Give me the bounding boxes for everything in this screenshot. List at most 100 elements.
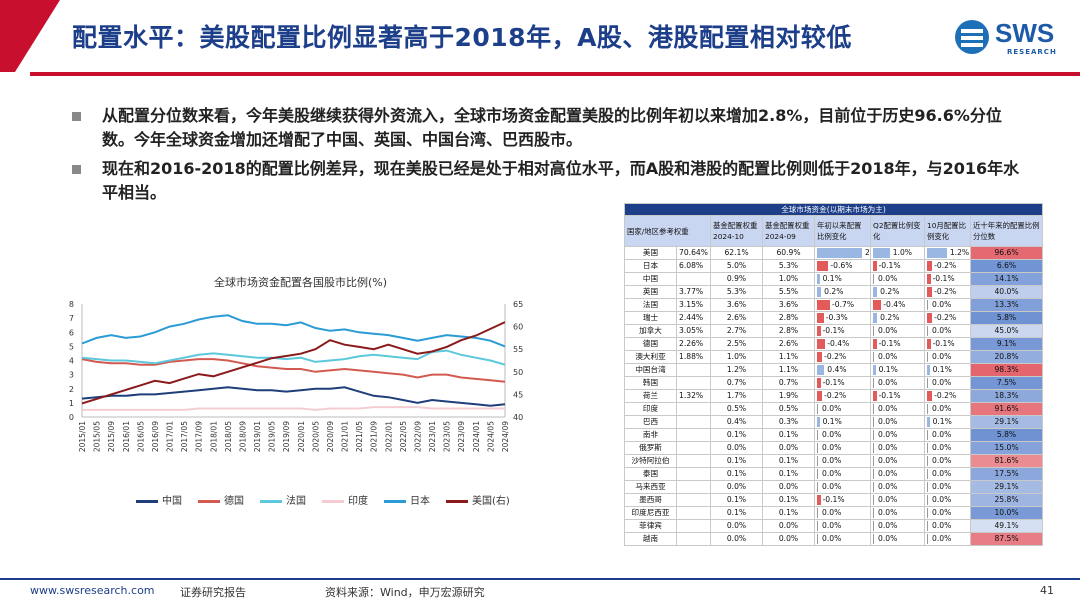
weight-sep-cell: 1.0%: [762, 272, 815, 286]
change-value: 0.1%: [822, 417, 842, 426]
x-tick-label: 2024/01: [472, 421, 481, 452]
ref-weight-cell: [676, 415, 711, 429]
change-bar: [817, 261, 829, 271]
y-left-tick-label: 8: [69, 300, 74, 309]
x-tick-label: 2017/05: [180, 421, 189, 452]
col-header: 近十年来的配置比例分位数: [969, 215, 1044, 247]
weight-oct-cell: 1.2%: [710, 363, 763, 377]
footer-url[interactable]: www.swsresearch.com: [30, 584, 155, 597]
legend-swatch: [136, 499, 158, 503]
change-value: 0.0%: [932, 534, 952, 543]
change-bar: [927, 508, 928, 518]
weight-oct-cell: 0.1%: [710, 506, 763, 520]
change-bar: [927, 456, 928, 466]
change-bar: [817, 339, 826, 349]
header-band: [0, 0, 1080, 78]
table-row: 印度 0.5% 0.5% 0.0% 0.0% 0.0% 91.6%: [624, 402, 1044, 416]
change-value: 0.1%: [878, 365, 898, 374]
percentile-cell: 5.8%: [969, 311, 1044, 325]
change-bar: [927, 378, 928, 388]
percentile-cell: 13.3%: [969, 298, 1044, 312]
x-tick-label: 2023/05: [443, 421, 452, 452]
weight-oct-cell: 2.6%: [710, 311, 763, 325]
col-header: 10月配置比例变化: [924, 215, 971, 247]
table-row: 俄罗斯 0.0% 0.0% 0.0% 0.0% 0.0% 15.0%: [624, 441, 1044, 455]
col-header: 基金配置权重 2024-09: [762, 215, 815, 247]
allocation-table: 全球市场资金(以期末市场为主) 国家/地区参考权重 基金配置权重 2024-10…: [623, 203, 1044, 546]
weight-sep-cell: 1.1%: [762, 363, 815, 377]
change-value: 0.0%: [878, 521, 898, 530]
x-tick-label: 2019/01: [253, 421, 262, 452]
change-value: 0.0%: [932, 352, 952, 361]
change-bar: [927, 287, 933, 297]
change-cell: 0.0%: [924, 467, 971, 481]
weight-sep-cell: 0.5%: [762, 402, 815, 416]
change-value: -0.4%: [883, 300, 906, 309]
change-bar: [927, 300, 928, 310]
table-row: 中国台湾 1.2% 1.1% 0.4% 0.1% 0.1% 98.3%: [624, 363, 1044, 377]
y-right-tick-label: 45: [513, 390, 523, 399]
change-value: 0.0%: [878, 456, 898, 465]
change-bar: [927, 391, 933, 401]
percentile-cell: 91.6%: [969, 402, 1044, 416]
change-value: 1.0%: [892, 248, 912, 257]
change-cell: 0.1%: [924, 363, 971, 377]
change-value: 0.1%: [822, 274, 842, 283]
change-bar: [817, 365, 825, 375]
bullet-text: 现在和2016-2018的配置比例差异，现在美股已经是处于相对高位水平，而A股和…: [102, 159, 1020, 202]
x-tick-label: 2023/01: [428, 421, 437, 452]
legend-item: 法国: [260, 492, 306, 507]
change-cell: -0.1%: [924, 337, 971, 351]
ref-weight-cell: 3.15%: [676, 298, 711, 312]
change-bar: [927, 326, 928, 336]
change-cell: -0.1%: [924, 272, 971, 286]
change-value: 0.0%: [822, 456, 842, 465]
change-cell: 0.0%: [814, 428, 871, 442]
table-row: 越南 0.0% 0.0% 0.0% 0.0% 0.0% 87.5%: [624, 532, 1044, 546]
change-cell: -0.2%: [814, 350, 871, 364]
change-bar: [873, 443, 874, 453]
change-bar: [873, 482, 874, 492]
table-row: 中国 0.9% 1.0% 0.1% 0.0% -0.1% 14.1%: [624, 272, 1044, 286]
change-bar: [817, 326, 821, 336]
ref-weight-cell: 2.26%: [676, 337, 711, 351]
y-left-tick-label: 3: [69, 371, 74, 380]
change-cell: -0.7%: [814, 298, 871, 312]
weight-sep-cell: 3.6%: [762, 298, 815, 312]
page-title: 配置水平：美股配置比例显著高于2018年，A股、港股配置相对较低: [72, 23, 852, 52]
x-tick-label: 2017/09: [195, 421, 204, 452]
change-bar: [817, 391, 823, 401]
percentile-cell: 81.6%: [969, 454, 1044, 468]
legend-label: 日本: [410, 496, 430, 507]
table-row: 南非 0.1% 0.1% 0.0% 0.0% 0.0% 5.8%: [624, 428, 1044, 442]
change-value: 0.0%: [822, 469, 842, 478]
change-cell: 0.0%: [814, 467, 871, 481]
change-bar: [873, 313, 878, 323]
change-cell: 0.0%: [870, 493, 925, 507]
change-value: 0.0%: [932, 456, 952, 465]
weight-sep-cell: 0.7%: [762, 376, 815, 390]
table-row: 德国 2.26% 2.5% 2.6% -0.4% -0.1% -0.1% 9.1%: [624, 337, 1044, 351]
ref-weight-cell: [676, 493, 711, 507]
col-header: 年初以来配置比例变化: [814, 215, 871, 247]
table-row: 日本 6.08% 5.0% 5.3% -0.6% -0.1% -0.2% 6.6%: [624, 259, 1044, 273]
weight-sep-cell: 0.1%: [762, 506, 815, 520]
change-cell: 0.0%: [924, 428, 971, 442]
x-tick-label: 2016/05: [136, 421, 145, 452]
x-tick-label: 2021/01: [341, 421, 350, 452]
y-left-tick-label: 2: [69, 385, 74, 394]
change-value: -0.2%: [824, 391, 847, 400]
weight-sep-cell: 0.3%: [762, 415, 815, 429]
weight-oct-cell: 0.5%: [710, 402, 763, 416]
weight-sep-cell: 0.0%: [762, 532, 815, 546]
change-value: 0.1%: [932, 417, 952, 426]
change-bar: [817, 417, 820, 427]
change-cell: 0.0%: [814, 441, 871, 455]
change-value: 0.0%: [878, 404, 898, 413]
x-tick-label: 2018/05: [224, 421, 233, 452]
table-row: 巴西 0.4% 0.3% 0.1% 0.0% 0.1% 29.1%: [624, 415, 1044, 429]
change-cell: 0.0%: [870, 480, 925, 494]
change-cell: -0.3%: [814, 311, 871, 325]
ref-weight-cell: [676, 519, 711, 533]
ref-weight-cell: 6.08%: [676, 259, 711, 273]
